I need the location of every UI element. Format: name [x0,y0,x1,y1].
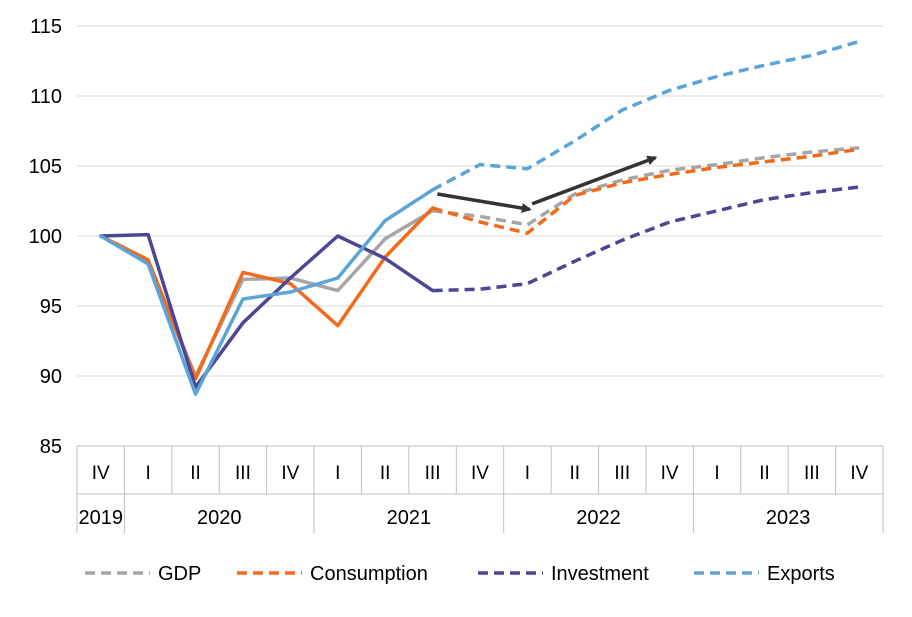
legend-label-consumption: Consumption [310,563,428,585]
x-quarter-label-5: I [335,463,340,484]
x-quarter-label-13: I [714,463,719,484]
x-quarter-label-15: III [804,463,820,484]
y-tick-label-95: 95 [40,296,62,318]
x-quarter-label-0: IV [92,463,110,484]
y-tick-label-115: 115 [30,16,62,38]
annotation-arrow-0 [437,194,529,209]
legend-label-investment: Investment [551,563,649,585]
y-axis: 85 90 95 100 105 110 115 [29,16,62,458]
x-quarter-label-11: III [614,463,630,484]
legend-label-gdp: GDP [158,563,201,585]
x-quarter-label-4: IV [281,463,299,484]
x-quarter-label-1: I [145,463,150,484]
x-quarter-label-14: II [759,463,770,484]
x-quarter-label-2: II [190,463,201,484]
x-year-label-2020: 2020 [197,507,242,529]
x-quarter-label-9: I [525,463,530,484]
x-quarter-label-7: III [425,463,441,484]
x-year-label-2023: 2023 [766,507,811,529]
x-quarter-label-6: II [380,463,391,484]
x-quarter-label-12: IV [661,463,679,484]
y-tick-label-85: 85 [40,436,62,458]
x-quarter-label-3: III [235,463,251,484]
series-line-exports-forecast [433,41,860,189]
y-tick-label-90: 90 [40,366,62,388]
annotation-arrow-1 [532,158,655,204]
x-year-label-2019: 2019 [78,507,123,529]
x-quarter-label-16: IV [850,463,868,484]
series-lines [101,41,860,394]
y-tick-label-100: 100 [29,226,62,248]
x-year-label-2021: 2021 [387,507,432,529]
y-tick-label-105: 105 [29,156,62,178]
y-tick-label-110: 110 [30,86,62,108]
legend: GDP Consumption Investment Exports [85,563,835,585]
x-quarter-label-8: IV [471,463,489,484]
x-year-label-2022: 2022 [576,507,621,529]
series-line-investment-actual [101,235,433,388]
series-line-exports-actual [101,190,433,394]
legend-label-exports: Exports [767,563,835,585]
x-quarter-label-10: II [570,463,581,484]
series-line-consumption-actual [101,208,433,379]
